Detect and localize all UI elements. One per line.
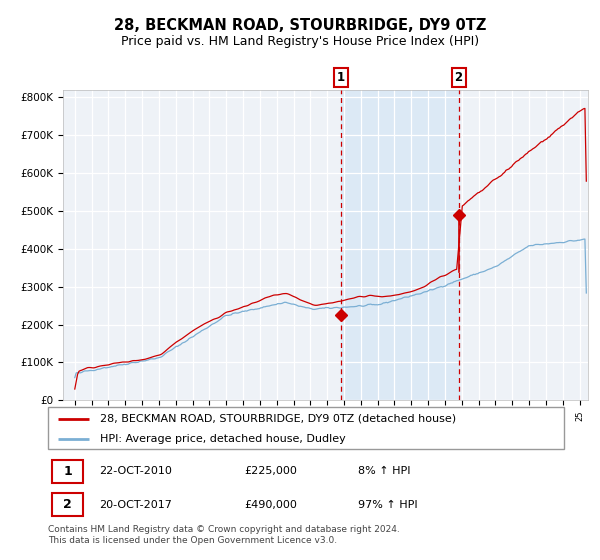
Text: 1: 1 [63, 465, 72, 478]
Text: £490,000: £490,000 [244, 500, 297, 510]
Text: 97% ↑ HPI: 97% ↑ HPI [358, 500, 417, 510]
Text: 2: 2 [63, 498, 72, 511]
Text: 28, BECKMAN ROAD, STOURBRIDGE, DY9 0TZ: 28, BECKMAN ROAD, STOURBRIDGE, DY9 0TZ [114, 18, 486, 33]
Bar [341, 90, 458, 400]
Text: 2: 2 [455, 71, 463, 84]
Bar [52, 493, 83, 516]
Bar [52, 460, 83, 483]
Text: £225,000: £225,000 [244, 466, 297, 476]
Text: 8% ↑ HPI: 8% ↑ HPI [358, 466, 410, 476]
Text: 28, BECKMAN ROAD, STOURBRIDGE, DY9 0TZ (detached house): 28, BECKMAN ROAD, STOURBRIDGE, DY9 0TZ (… [100, 414, 456, 424]
Text: 20-OCT-2017: 20-OCT-2017 [100, 500, 172, 510]
Text: 22-OCT-2010: 22-OCT-2010 [100, 466, 172, 476]
Text: Contains HM Land Registry data © Crown copyright and database right 2024.
This d: Contains HM Land Registry data © Crown c… [48, 525, 400, 545]
Text: HPI: Average price, detached house, Dudley: HPI: Average price, detached house, Dudl… [100, 433, 346, 444]
Text: 1: 1 [337, 71, 345, 84]
Text: Price paid vs. HM Land Registry's House Price Index (HPI): Price paid vs. HM Land Registry's House … [121, 35, 479, 48]
